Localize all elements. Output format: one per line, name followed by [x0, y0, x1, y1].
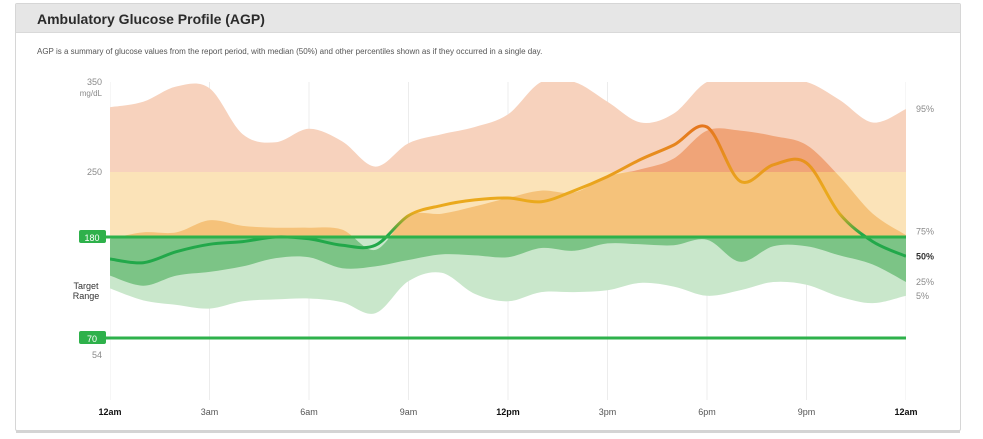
- percentile-label: 95%: [916, 104, 934, 114]
- target-range-label: Range: [73, 291, 100, 301]
- y-tick-label: 180: [84, 233, 99, 243]
- x-tick-label: 12am: [894, 407, 917, 417]
- p25-p75-band-target: [110, 237, 906, 286]
- percentile-label: 50%: [916, 251, 934, 261]
- y-tick-label: 250: [87, 167, 102, 177]
- x-tick-label: 6pm: [698, 407, 716, 417]
- x-tick-label: 12pm: [496, 407, 520, 417]
- y-tick-badge: [79, 331, 106, 344]
- y-unit-label: mg/dL: [80, 89, 103, 98]
- plot-area: [110, 82, 906, 400]
- target-zone: [110, 237, 906, 314]
- x-tick-label: 3am: [201, 407, 219, 417]
- y-tick-label: 350: [87, 77, 102, 87]
- y-tick-label: 54: [92, 350, 102, 360]
- x-tick-label: 12am: [98, 407, 121, 417]
- elevated-zone: [110, 172, 906, 237]
- card-description: AGP is a summary of glucose values from …: [37, 47, 543, 56]
- card-bottom-border: [16, 430, 960, 433]
- p25-p75-band-elevated: [118, 172, 906, 237]
- x-tick-label: 9pm: [798, 407, 816, 417]
- y-tick-badge: [79, 230, 106, 243]
- x-tick-label: 6am: [300, 407, 318, 417]
- card-header: Ambulatory Glucose Profile (AGP): [16, 4, 960, 33]
- x-tick-label: 9am: [400, 407, 418, 417]
- card-title: Ambulatory Glucose Profile (AGP): [37, 11, 265, 27]
- percentile-label: 75%: [916, 226, 934, 236]
- percentile-label: 5%: [916, 291, 929, 301]
- x-tick-label: 3pm: [599, 407, 617, 417]
- target-range-label: Target: [73, 281, 99, 291]
- y-tick-label: 70: [87, 334, 97, 344]
- median-line: [110, 124, 906, 265]
- percentile-label: 25%: [916, 277, 934, 287]
